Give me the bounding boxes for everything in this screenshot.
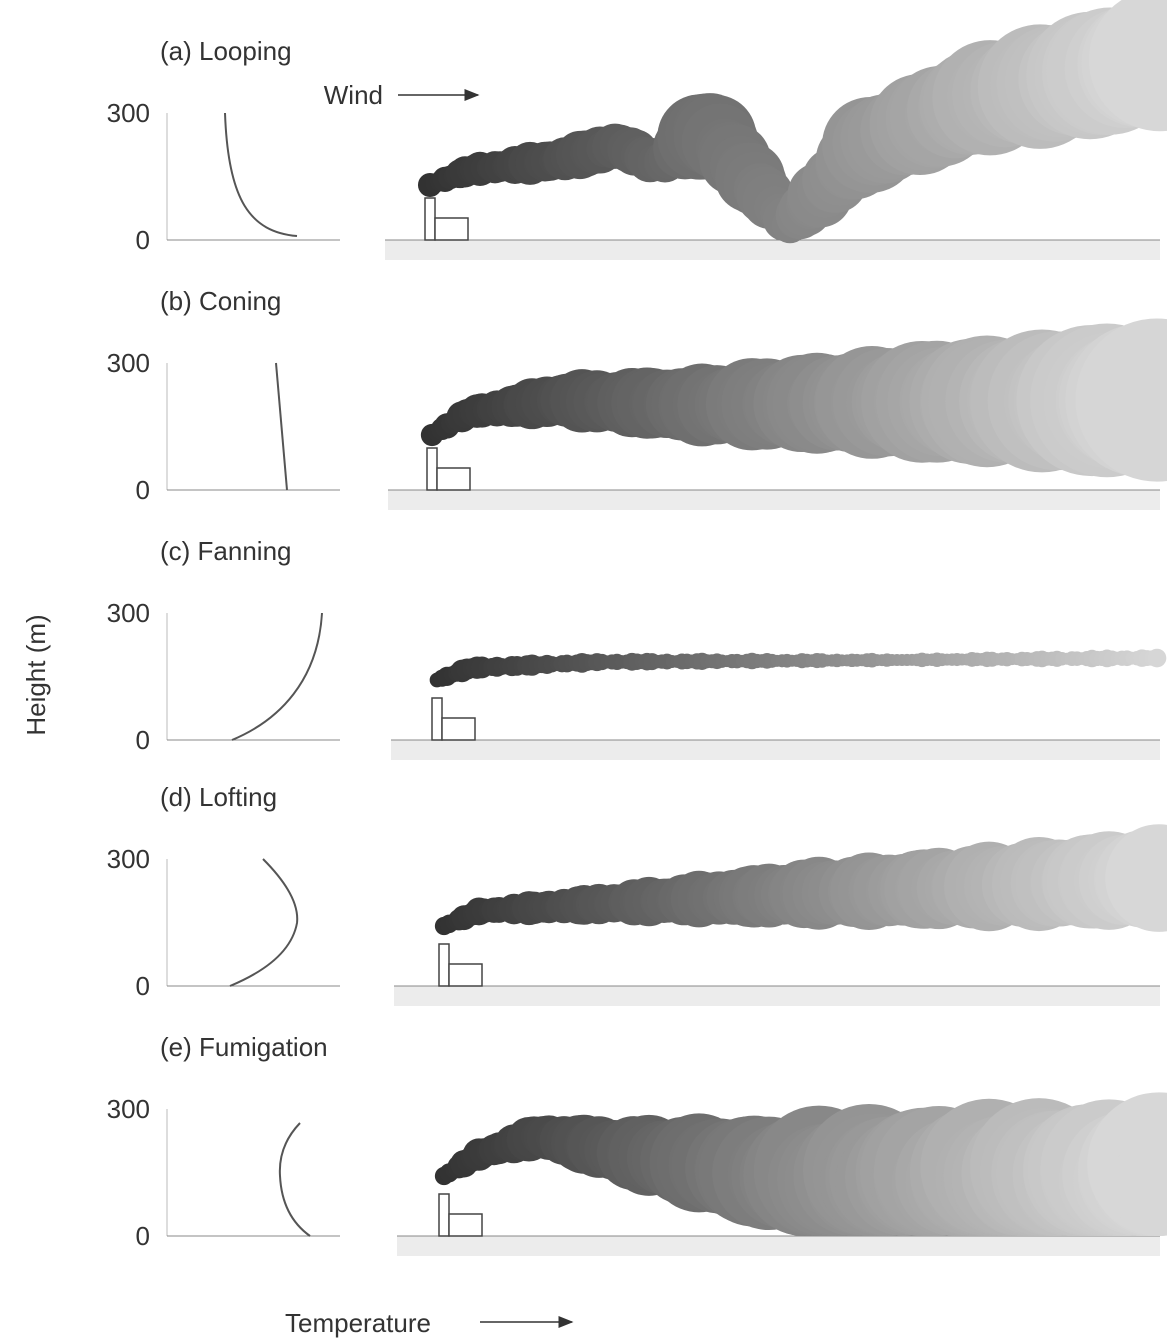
y-tick-label: 300 <box>107 598 150 628</box>
temperature-profile <box>224 112 298 237</box>
panel-title: (c) Fanning <box>160 536 292 566</box>
panel-title: (a) Looping <box>160 36 292 66</box>
building <box>448 963 483 987</box>
plume-puff <box>1088 0 1167 132</box>
panel-title: (d) Lofting <box>160 782 277 812</box>
y-tick-label: 300 <box>107 98 150 128</box>
stack <box>438 943 450 987</box>
building <box>434 217 469 241</box>
y-tick-label: 300 <box>107 348 150 378</box>
panel: (c) Fanning 300 0 <box>107 536 1167 760</box>
temperature-profile <box>229 858 299 987</box>
panel-title: (b) Coning <box>160 286 281 316</box>
y-tick-label: 300 <box>107 844 150 874</box>
ground <box>385 240 1160 260</box>
y-tick-label: 0 <box>136 725 150 755</box>
building <box>441 717 476 741</box>
y-tick-label: 0 <box>136 1221 150 1251</box>
y-tick-label: 0 <box>136 475 150 505</box>
plume <box>434 824 1167 936</box>
axis-label: Height (m) <box>21 614 51 735</box>
stack <box>426 447 438 491</box>
temperature-profile <box>278 1122 311 1237</box>
panel: (d) Lofting 300 0 <box>107 782 1167 1006</box>
plume <box>420 318 1167 482</box>
plume <box>429 648 1167 688</box>
plume-puff <box>1147 648 1167 668</box>
stack <box>438 1193 450 1237</box>
ground <box>394 986 1160 1006</box>
building <box>448 1213 483 1237</box>
panel: (b) Coning 300 0 <box>107 286 1167 510</box>
ground <box>388 490 1160 510</box>
building <box>436 467 471 491</box>
stack <box>431 697 443 741</box>
y-tick-label: 0 <box>136 971 150 1001</box>
ground <box>397 1236 1160 1256</box>
x-label: Temperature <box>285 1308 431 1338</box>
plume-puff <box>1109 1135 1167 1236</box>
y-tick-label: 300 <box>107 1094 150 1124</box>
y-tick-label: 0 <box>136 225 150 255</box>
panel-title: (e) Fumigation <box>160 1032 328 1062</box>
temperature-profile <box>275 362 288 491</box>
plume-puff <box>1075 318 1167 482</box>
panel: (e) Fumigation 300 0 <box>107 1032 1167 1256</box>
wind-label: Wind <box>324 80 383 110</box>
plume-puff <box>1105 824 1167 932</box>
temperature-profile <box>231 612 323 741</box>
plume <box>434 1092 1167 1236</box>
ground <box>391 740 1160 760</box>
plume <box>417 0 1167 244</box>
stack <box>424 197 436 241</box>
panel: (a) Looping 300 0 <box>107 0 1167 260</box>
